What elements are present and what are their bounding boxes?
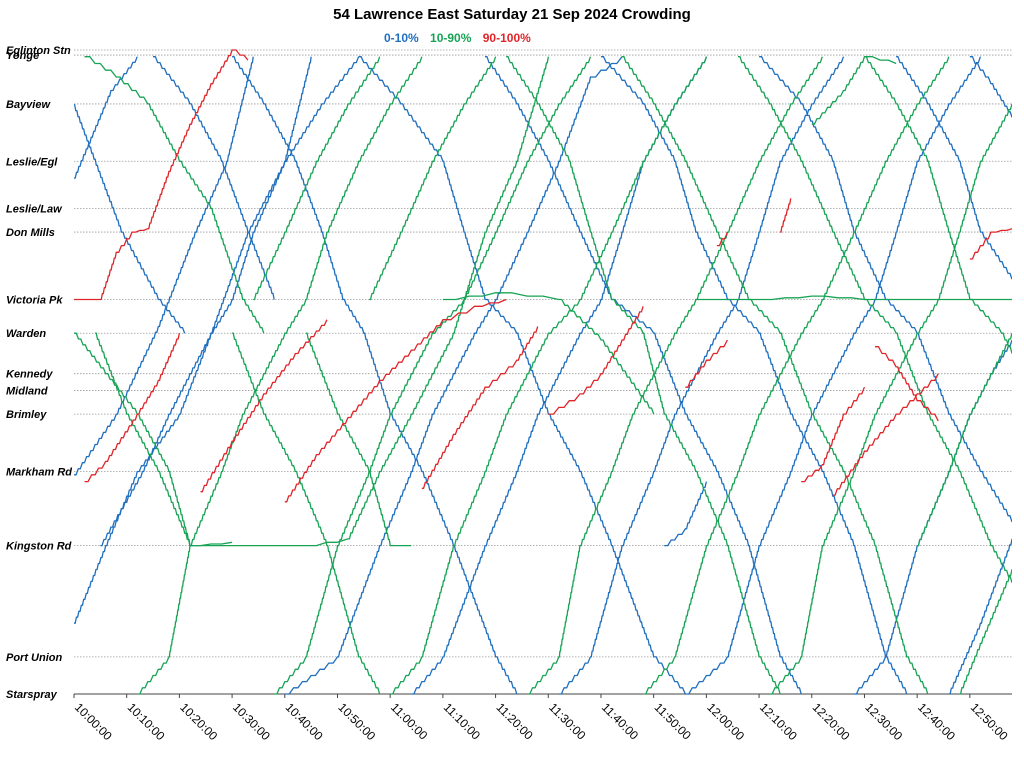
x-tick-label: 11:50:00 [652,700,695,743]
trip-line [643,56,950,695]
x-tick-label: 10:10:00 [125,700,168,743]
x-tick-label: 11:20:00 [493,700,536,743]
trip-line [232,332,381,695]
x-tick-label: 11:40:00 [599,700,642,743]
x-tick-label: 12:10:00 [757,700,800,743]
stop-label: Midland [6,386,48,398]
stop-label: Markham Rd [6,466,72,478]
trip-line [232,56,518,695]
x-tick-label: 12:30:00 [862,700,905,743]
trip-line [74,49,249,301]
stop-label: Kennedy [6,369,53,381]
stop-label: Leslie/Law [6,203,63,215]
trip-line [896,56,1012,280]
x-tick-label: 10:20:00 [177,700,220,743]
trip-line [769,103,1012,695]
trip-line [200,319,328,493]
trip-line [622,56,929,695]
trip-line [137,56,423,695]
stop-label: Warden [6,328,46,340]
trip-line [527,56,823,695]
trip-line [485,56,802,695]
trip-line [738,56,1012,583]
trip-line [74,103,186,334]
trip-line [84,333,181,483]
trip-line [358,56,686,695]
trip-line [548,306,644,415]
stop-label: Don Mills [6,227,55,239]
trip-line [421,326,539,489]
trip-line [442,292,655,415]
legend-entry-high: 90-100% [482,31,531,45]
trip-line [253,56,381,301]
trip-line [811,56,897,125]
trip-line [284,56,623,695]
trip-line [369,56,497,301]
trip-line [305,332,412,547]
stop-label: Yonge [6,50,39,62]
x-tick-label: 12:00:00 [704,700,747,743]
trip-line [759,56,1012,523]
trip-line [875,346,939,422]
trip-line [801,386,866,483]
legend-entry-low: 0-10% [384,31,419,45]
trip-line [284,298,507,503]
trip-line [969,56,1012,118]
trip-line [390,56,708,695]
trip-line [832,373,939,496]
stop-label: Bayview [6,99,51,111]
trip-line [558,56,845,695]
trip-line [506,56,781,695]
trip-line [685,56,982,695]
trip-line [95,332,233,547]
x-tick-label: 12:40:00 [915,700,958,743]
stop-label: Leslie/Egl [6,156,58,168]
trip-line [100,56,360,547]
trip-line [74,56,254,476]
x-tick-label: 10:30:00 [230,700,273,743]
trip-line [153,56,275,300]
legend: 0-10% 10-90% 90-100% [384,31,539,45]
x-tick-label: 11:30:00 [546,700,589,743]
legend-entry-mid: 10-90% [430,31,472,45]
trip-line [685,339,728,388]
trip-line [959,569,1012,695]
x-tick-label: 10:00:00 [72,700,115,743]
trip-line [780,198,792,233]
x-tick-label: 12:20:00 [810,700,853,743]
trip-line [716,231,729,247]
trip-line [969,228,1012,260]
stop-label: Port Union [6,652,62,664]
x-tick-label: 10:50:00 [335,700,378,743]
trip-line [917,333,1012,547]
trip-line [84,56,265,334]
chart-title: 54 Lawrence East Saturday 21 Sep 2024 Cr… [333,6,691,23]
trip-line [74,56,312,624]
trip-line [411,56,708,695]
stop-label: Brimley [6,409,47,421]
stop-label: Kingston Rd [6,541,72,553]
stop-label: Starspray [6,689,58,701]
x-tick-label: 11:10:00 [441,700,484,743]
x-tick-label: 10:40:00 [283,700,326,743]
trip-line [695,295,1012,301]
x-tick-label: 11:00:00 [388,700,431,743]
trip-line [274,56,592,695]
trip-line [853,339,1012,695]
trip-line [74,56,549,547]
trip-line [74,56,138,179]
trip-line [601,56,908,695]
series-group [74,49,1012,695]
trip-line [864,56,1012,354]
trip-line [664,481,708,547]
x-tick-label: 12:50:00 [968,700,1011,743]
stop-label: Eglinton Stn [6,45,71,57]
stop-label: Victoria Pk [6,295,63,307]
trip-line [948,538,1012,695]
